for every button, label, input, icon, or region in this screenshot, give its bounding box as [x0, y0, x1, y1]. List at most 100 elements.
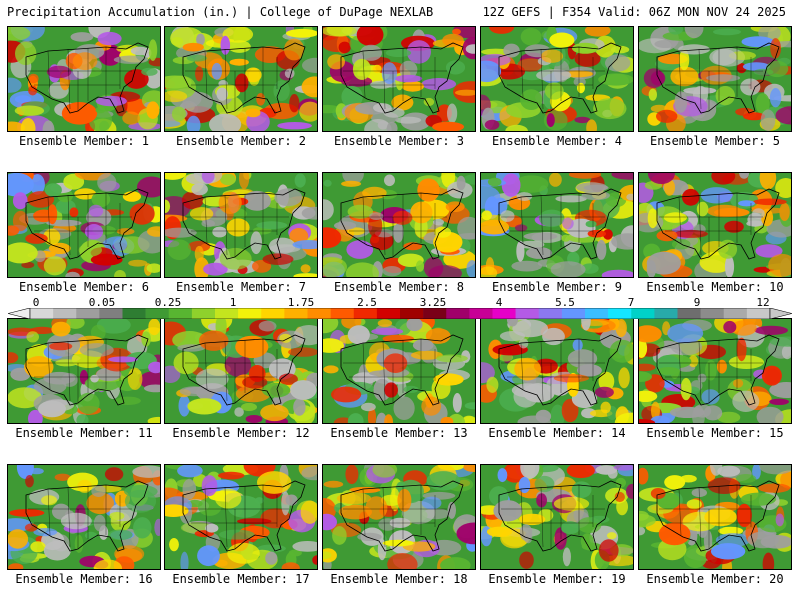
precip-blob [403, 242, 423, 251]
precip-blob [775, 513, 784, 527]
precip-blob [518, 476, 531, 494]
precip-blob [42, 399, 75, 412]
precip-blob [686, 499, 702, 510]
precip-map [165, 465, 317, 569]
colorbar-tick-label: 3.25 [419, 296, 447, 309]
precip-blob [639, 390, 658, 402]
state-boundary [520, 50, 524, 98]
precip-blob [613, 465, 633, 471]
precip-blob [323, 179, 332, 187]
precip-blob [323, 27, 357, 37]
precip-blob [218, 471, 245, 480]
precip-blob [415, 260, 425, 272]
precip-blob [384, 174, 395, 187]
state-boundary [47, 196, 51, 244]
precip-map [481, 319, 633, 423]
precip-blob [626, 193, 633, 201]
precip-blob [195, 368, 229, 389]
precip-blob [274, 188, 303, 207]
colorbar-swatch [608, 308, 632, 319]
precip-blob [589, 515, 610, 524]
precip-blob [562, 217, 574, 230]
member-caption: Ensemble Member: 17 [172, 572, 310, 586]
precip-blob [8, 173, 34, 197]
precip-blob [327, 54, 345, 70]
precip-blob [97, 31, 122, 46]
precip-blob [250, 231, 262, 255]
colorbar-swatch [53, 308, 77, 319]
precip-blob [284, 38, 305, 61]
precip-blob [648, 88, 657, 101]
colorbar-swatch [654, 308, 678, 319]
precip-blob [511, 260, 543, 272]
precip-blob [724, 220, 744, 233]
state-boundary [678, 342, 682, 390]
state-boundary [67, 340, 71, 402]
colorbar-swatch [492, 308, 516, 319]
state-boundary [67, 486, 71, 548]
precip-blob [220, 173, 236, 186]
precip-blob [12, 210, 29, 232]
precip-blob [24, 523, 38, 532]
precip-blob [382, 334, 414, 343]
precip-blob [753, 198, 787, 206]
precip-blob [132, 465, 160, 478]
precip-blob [384, 382, 398, 398]
member-caption: Ensemble Member: 1 [18, 134, 150, 148]
precip-blob [650, 415, 670, 423]
precip-blob [8, 529, 29, 549]
precip-blob [169, 538, 179, 552]
state-boundary [47, 50, 51, 98]
precip-blob [423, 97, 435, 107]
member-panel [480, 172, 634, 278]
colorbar-swatch [631, 308, 655, 319]
precip-blob [180, 551, 189, 569]
precip-blob [323, 365, 339, 374]
precip-blob [241, 402, 257, 412]
state-boundary [204, 50, 208, 98]
precip-blob [426, 471, 461, 491]
precip-blob [412, 339, 434, 352]
precip-blob [503, 43, 520, 58]
member-caption: Ensemble Member: 5 [649, 134, 781, 148]
member-panel [164, 464, 318, 570]
precip-blob [738, 200, 755, 207]
colorbar-swatch [538, 308, 563, 319]
precip-blob [336, 492, 372, 505]
state-boundary [362, 342, 366, 390]
precip-blob [79, 343, 114, 357]
precip-blob [347, 413, 364, 423]
member-panel [638, 464, 792, 570]
precip-blob [382, 266, 402, 277]
precip-blob [8, 27, 31, 41]
precip-blob [261, 382, 291, 398]
precip-blob [77, 392, 100, 414]
precip-blob [742, 62, 770, 71]
precip-blob [356, 27, 384, 46]
precip-blob [713, 28, 741, 36]
precip-blob [740, 492, 776, 506]
member-panel [7, 464, 161, 570]
precip-blob [194, 245, 204, 262]
precip-blob [614, 491, 625, 503]
member-caption: Ensemble Member: 15 [646, 426, 784, 440]
precip-blob [371, 327, 404, 336]
precip-blob [434, 226, 452, 238]
precip-blob [165, 120, 181, 128]
precip-blob [257, 471, 292, 494]
colorbar-swatch [423, 308, 447, 319]
precip-blob [222, 27, 254, 43]
member-caption: Ensemble Member: 18 [330, 572, 468, 586]
precip-blob [323, 338, 344, 353]
precip-blob [331, 386, 362, 403]
precip-blob [603, 229, 613, 240]
precip-blob [759, 173, 777, 190]
precip-blob [514, 175, 549, 193]
precip-blob [500, 210, 515, 222]
country-outline [340, 480, 464, 552]
member-caption: Ensemble Member: 4 [491, 134, 623, 148]
precip-blob [700, 187, 733, 204]
precip-blob [347, 227, 366, 236]
member-panel [322, 172, 476, 278]
precip-blob [25, 233, 48, 244]
